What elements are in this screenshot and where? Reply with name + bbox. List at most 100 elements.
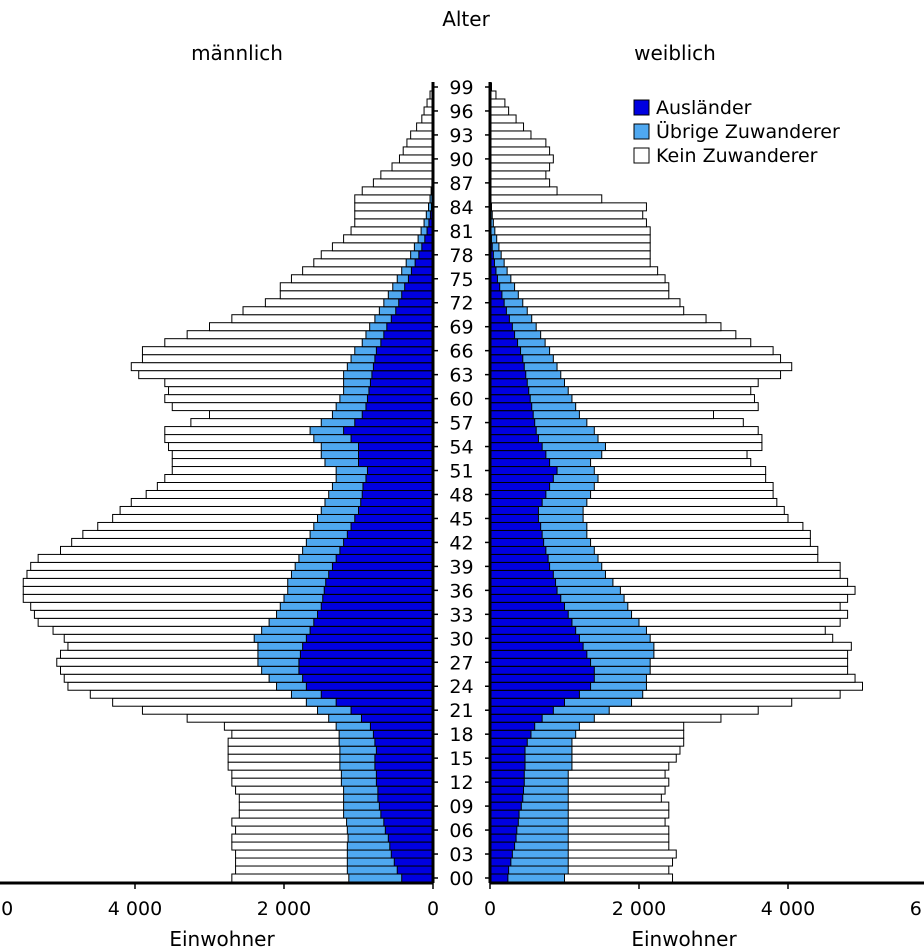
bar-female-kein-zuwanderer bbox=[489, 130, 532, 140]
bar-male-auslaender bbox=[361, 489, 434, 499]
bar-male-auslaender bbox=[372, 729, 434, 739]
x-tick-label-left: 0 bbox=[427, 898, 439, 920]
bar-male-auslaender bbox=[369, 721, 434, 731]
bar-male-kein-zuwanderer bbox=[372, 178, 434, 188]
bar-male-auslaender bbox=[298, 665, 434, 675]
bar-male-auslaender bbox=[414, 258, 434, 268]
bar-male-auslaender bbox=[401, 290, 434, 300]
bar-female-kein-zuwanderer bbox=[489, 178, 551, 188]
bar-male-kein-zuwanderer bbox=[354, 202, 434, 212]
bar-female-auslaender bbox=[489, 745, 526, 755]
age-tick-label: 51 bbox=[449, 461, 473, 483]
bar-male-kein-zuwanderer bbox=[398, 154, 434, 164]
bar-female-auslaender bbox=[489, 689, 580, 699]
bar-male-auslaender bbox=[313, 617, 434, 627]
bar-female-auslaender bbox=[489, 322, 513, 332]
bar-female-auslaender bbox=[489, 569, 554, 579]
bar-male-auslaender bbox=[390, 314, 434, 324]
bar-female-kein-zuwanderer bbox=[489, 226, 651, 236]
bar-female-auslaender bbox=[489, 362, 525, 372]
bar-male-auslaender bbox=[380, 809, 434, 819]
age-tick-label: 99 bbox=[449, 77, 473, 99]
bar-female-auslaender bbox=[489, 497, 543, 507]
bar-male-auslaender bbox=[325, 577, 434, 587]
bar-male-auslaender bbox=[395, 306, 434, 316]
bar-male-auslaender bbox=[322, 593, 434, 603]
bar-male-auslaender bbox=[380, 338, 434, 348]
bar-female-auslaender bbox=[489, 801, 522, 811]
bar-male-auslaender bbox=[366, 466, 434, 476]
age-tick-label: 78 bbox=[449, 245, 473, 267]
bar-male-auslaender bbox=[374, 737, 434, 747]
bar-male-auslaender bbox=[350, 705, 434, 715]
bar-male-auslaender bbox=[346, 529, 434, 539]
bar-female-auslaender bbox=[489, 521, 542, 531]
bar-male-kein-zuwanderer bbox=[406, 138, 434, 148]
bar-female-kein-zuwanderer bbox=[489, 106, 510, 116]
chart-title: Alter bbox=[442, 7, 490, 31]
bar-female-auslaender bbox=[489, 529, 543, 539]
x-axis-label-left: Einwohner bbox=[169, 927, 275, 950]
bar-male-auslaender bbox=[343, 537, 434, 547]
legend-label: Ausländer bbox=[656, 97, 752, 119]
x-tick-label-left: 6 000 bbox=[0, 898, 13, 920]
bar-female-kein-zuwanderer bbox=[489, 218, 647, 228]
bar-female-auslaender bbox=[489, 450, 547, 460]
legend-swatch bbox=[633, 147, 650, 164]
bar-female-auslaender bbox=[489, 489, 547, 499]
bar-female-auslaender bbox=[489, 857, 512, 867]
bar-male-kein-zuwanderer bbox=[402, 146, 434, 156]
bar-female-auslaender bbox=[489, 370, 527, 380]
age-tick-label: 87 bbox=[449, 173, 473, 195]
bar-male-auslaender bbox=[354, 513, 434, 523]
bar-male-auslaender bbox=[375, 769, 434, 779]
age-tick-label: 93 bbox=[449, 125, 473, 147]
bar-male-auslaender bbox=[323, 585, 434, 595]
bar-male-auslaender bbox=[365, 402, 434, 412]
bar-female-auslaender bbox=[489, 665, 595, 675]
bar-male-auslaender bbox=[305, 633, 434, 643]
bar-female-auslaender bbox=[489, 817, 519, 827]
bar-male-auslaender bbox=[350, 521, 434, 531]
bar-female-kein-zuwanderer bbox=[489, 162, 551, 172]
bar-female-auslaender bbox=[489, 561, 551, 571]
age-tick-label: 42 bbox=[449, 532, 473, 554]
bar-male-kein-zuwanderer bbox=[380, 170, 434, 180]
bar-female-auslaender bbox=[489, 697, 565, 707]
bar-male-auslaender bbox=[358, 450, 434, 460]
age-tick-label: 96 bbox=[449, 101, 473, 123]
bar-female-auslaender bbox=[489, 657, 592, 667]
bar-female-kein-zuwanderer bbox=[489, 274, 666, 284]
bar-female-auslaender bbox=[489, 641, 584, 651]
bar-female-auslaender bbox=[489, 290, 503, 300]
bar-male-auslaender bbox=[320, 689, 434, 699]
age-tick-label: 72 bbox=[449, 293, 473, 315]
bar-male-auslaender bbox=[328, 569, 434, 579]
bar-male-auslaender bbox=[369, 378, 434, 388]
bar-female-kein-zuwanderer bbox=[489, 250, 651, 260]
bar-male-auslaender bbox=[358, 442, 434, 452]
bar-female-auslaender bbox=[489, 537, 545, 547]
bar-male-auslaender bbox=[305, 681, 434, 691]
bar-male-auslaender bbox=[387, 833, 434, 843]
bar-male-auslaender bbox=[360, 713, 434, 723]
bar-female-auslaender bbox=[489, 793, 524, 803]
bar-female-kein-zuwanderer bbox=[489, 242, 651, 252]
age-tick-label: 33 bbox=[449, 604, 473, 626]
bar-male-auslaender bbox=[302, 641, 434, 651]
bar-male-auslaender bbox=[360, 497, 434, 507]
left-group-label: männlich bbox=[191, 41, 283, 65]
bar-female-auslaender bbox=[489, 825, 518, 835]
bar-female-auslaender bbox=[489, 777, 525, 787]
age-tick-label: 48 bbox=[449, 484, 473, 506]
bar-female-auslaender bbox=[489, 865, 510, 875]
age-tick-labels: 0003060912151821242730333639424548515457… bbox=[449, 77, 473, 890]
bar-male-kein-zuwanderer bbox=[410, 130, 434, 140]
bar-female-auslaender bbox=[489, 737, 528, 747]
legend-label: Übrige Zuwanderer bbox=[656, 120, 840, 143]
bar-male-auslaender bbox=[390, 849, 434, 859]
bar-male-kein-zuwanderer bbox=[354, 194, 434, 204]
bar-male-auslaender bbox=[358, 458, 434, 468]
age-tick-label: 39 bbox=[449, 556, 473, 578]
bar-female-kein-zuwanderer bbox=[489, 266, 659, 276]
